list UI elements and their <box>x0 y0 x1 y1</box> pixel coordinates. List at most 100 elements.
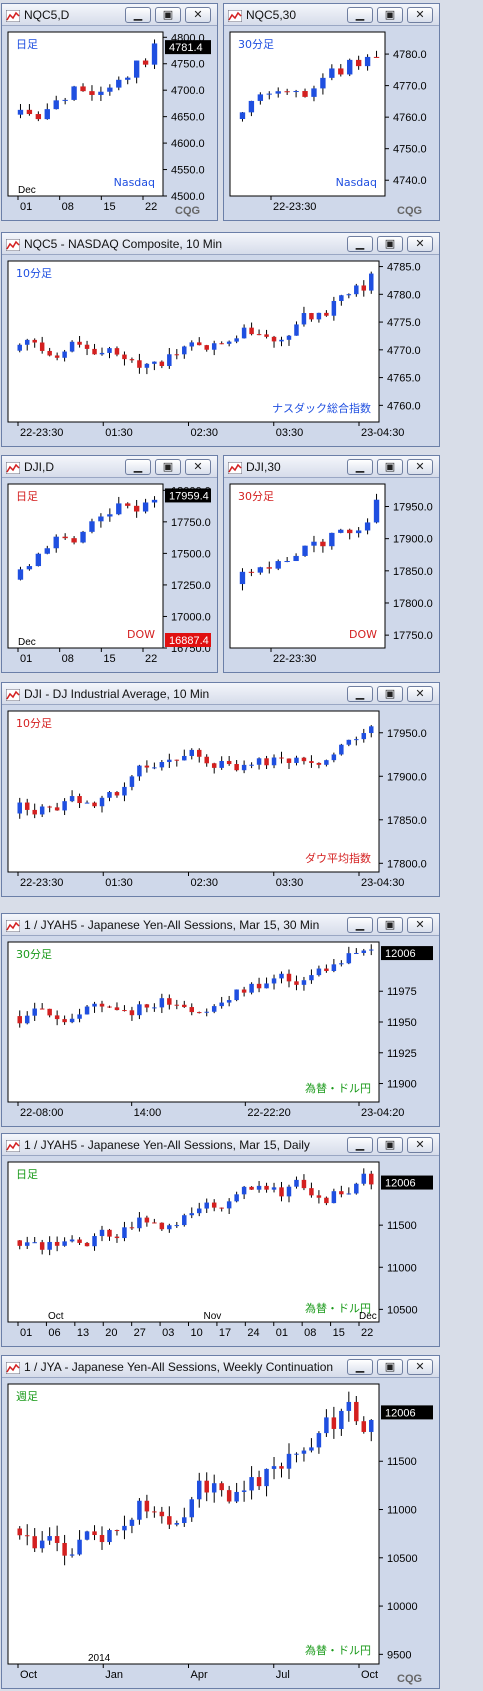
candle-body <box>107 1530 112 1543</box>
candle-body <box>249 764 254 766</box>
close-button[interactable]: ✕ <box>407 7 433 23</box>
minimize-button[interactable]: ▁ <box>347 1359 373 1375</box>
candle-body <box>226 1490 232 1502</box>
candle-body <box>361 1421 367 1432</box>
chart-nqc5-10[interactable]: 4785.0 4780.0 4775.0 4770.0 4765.0 4760.0 10分足… <box>2 255 437 446</box>
title-bar[interactable]: DJI - DJ Industrial Average, 10 Min ▁ ▣ ✕ <box>2 683 439 705</box>
window-dji-30min[interactable]: DJI,30 ▁ ▣ ✕ 17950.0 17900.0 17850.0 17800.0 177… <box>223 455 440 673</box>
candle-body <box>125 77 131 80</box>
candle-body <box>234 764 239 771</box>
minimize-button[interactable]: ▁ <box>125 7 151 23</box>
candle-body <box>98 91 104 95</box>
candle-body <box>71 86 77 100</box>
x-tick-label: 08 <box>304 1327 316 1339</box>
close-button[interactable]: ✕ <box>407 236 433 252</box>
candle-body <box>329 532 335 547</box>
window-nqc5-30min[interactable]: NQC5,30 ▁ ▣ ✕ 4780.0 4770.0 4760.0 4750.0 4740.0… <box>223 3 440 221</box>
window-nqc5-daily[interactable]: NQC5,D ▁ ▣ ✕ 4800.0 4750.0 4700.0 4650.0 4600.0 4… <box>1 3 218 221</box>
candle-body <box>129 1010 135 1016</box>
candle-body <box>39 806 45 815</box>
plot-area <box>7 483 164 649</box>
candle-body <box>71 538 77 543</box>
minimize-button[interactable]: ▁ <box>347 459 373 475</box>
restore-button[interactable]: ▣ <box>377 7 403 23</box>
candle-body <box>331 300 337 316</box>
candle-body <box>174 1004 180 1006</box>
restore-button[interactable]: ▣ <box>155 459 181 475</box>
minimize-button[interactable]: ▁ <box>347 686 373 702</box>
x-tick-label: 01 <box>20 653 32 665</box>
window-dji-daily[interactable]: DJI,D▁▣✕18000.017750.017500.017250.01700… <box>1 455 218 673</box>
title-bar[interactable]: DJI,30 ▁ ▣ ✕ <box>224 456 439 478</box>
candle-body <box>174 354 180 356</box>
window-nqc5-10min[interactable]: NQC5 - NASDAQ Composite, 10 Min ▁ ▣ ✕ 4785.0… <box>1 232 440 447</box>
chart-dji-d[interactable]: 18000.017750.017500.017250.017000.016750… <box>2 478 215 672</box>
title-bar[interactable]: NQC5,D ▁ ▣ ✕ <box>2 4 217 26</box>
window-jya-weekly[interactable]: 1 / JYA - Japanese Yen-All Sessions, Wee… <box>1 1355 440 1689</box>
candle-body <box>129 1227 135 1229</box>
close-button[interactable]: ✕ <box>185 459 211 475</box>
close-button[interactable]: ✕ <box>407 1359 433 1375</box>
minimize-button[interactable]: ▁ <box>347 7 373 23</box>
candle-body <box>241 1186 247 1195</box>
close-button[interactable]: ✕ <box>407 1137 433 1153</box>
y-tick-label: 17950.0 <box>387 728 427 740</box>
close-button[interactable]: ✕ <box>407 917 433 933</box>
restore-button[interactable]: ▣ <box>377 459 403 475</box>
candle-body <box>98 516 104 522</box>
minimize-button[interactable]: ▁ <box>125 459 151 475</box>
candle-body <box>204 1480 209 1493</box>
title-bar[interactable]: NQC5,30 ▁ ▣ ✕ <box>224 4 439 26</box>
title-bar[interactable]: DJI,D ▁ ▣ ✕ <box>2 456 217 478</box>
restore-button[interactable]: ▣ <box>155 7 181 23</box>
chart-nqc5-30[interactable]: 4780.0 4770.0 4760.0 4750.0 4740.0 30分足 Nasdaq… <box>224 26 437 220</box>
title-bar[interactable]: 1 / JYAH5 - Japanese Yen-All Sessions, M… <box>2 914 439 936</box>
instrument-label: Nasdaq <box>114 176 155 189</box>
candle-body <box>32 1536 37 1549</box>
candle-body <box>301 313 307 325</box>
restore-button[interactable]: ▣ <box>377 917 403 933</box>
minimize-button[interactable]: ▁ <box>347 917 373 933</box>
close-button[interactable]: ✕ <box>407 686 433 702</box>
candle-body <box>226 1000 232 1003</box>
candle-body <box>189 1499 195 1518</box>
restore-button[interactable]: ▣ <box>377 686 403 702</box>
plot-area <box>229 483 386 649</box>
month-label: Nov <box>204 1311 222 1322</box>
chart-nqc5-d[interactable]: 4800.04750.04700.04650.04600.04550.04500… <box>2 26 215 220</box>
minimize-button[interactable]: ▁ <box>347 236 373 252</box>
window-title: NQC5,D <box>24 8 70 22</box>
candle-body <box>77 341 82 345</box>
title-bar[interactable]: 1 / JYAH5 - Japanese Yen-All Sessions, M… <box>2 1134 439 1156</box>
candle-body <box>142 502 149 512</box>
candle-body <box>35 553 42 567</box>
candle-body <box>99 1535 105 1543</box>
candle-body <box>17 1528 22 1536</box>
candle-body <box>196 1480 202 1500</box>
window-jyah5-daily[interactable]: 1 / JYAH5 - Japanese Yen-All Sessions, M… <box>1 1133 440 1347</box>
candle-body <box>122 1227 127 1239</box>
window-jyah5-30min[interactable]: 1 / JYAH5 - Japanese Yen-All Sessions, M… <box>1 913 440 1127</box>
candle-body <box>17 1016 22 1024</box>
candle-body <box>137 1500 142 1520</box>
restore-button[interactable]: ▣ <box>377 1359 403 1375</box>
close-button[interactable]: ✕ <box>185 7 211 23</box>
window-dji-10min[interactable]: DJI - DJ Industrial Average, 10 Min ▁ ▣ ✕ 17… <box>1 682 440 897</box>
candle-body <box>62 1241 67 1246</box>
plot-area <box>7 260 380 423</box>
restore-button[interactable]: ▣ <box>377 1137 403 1153</box>
candle-body <box>47 350 52 356</box>
candle-body <box>264 334 269 337</box>
title-bar[interactable]: NQC5 - NASDAQ Composite, 10 Min ▁ ▣ ✕ <box>2 233 439 255</box>
candle-body <box>361 285 367 291</box>
y-tick-label: 9500 <box>387 1649 411 1661</box>
chart-dji-30[interactable]: 17950.0 17900.0 17850.0 17800.0 17750.0 30分足 D… <box>224 478 437 672</box>
title-bar[interactable]: 1 / JYA - Japanese Yen-All Sessions, Wee… <box>2 1356 439 1378</box>
restore-button[interactable]: ▣ <box>377 236 403 252</box>
close-button[interactable]: ✕ <box>407 459 433 475</box>
minimize-button[interactable]: ▁ <box>347 1137 373 1153</box>
